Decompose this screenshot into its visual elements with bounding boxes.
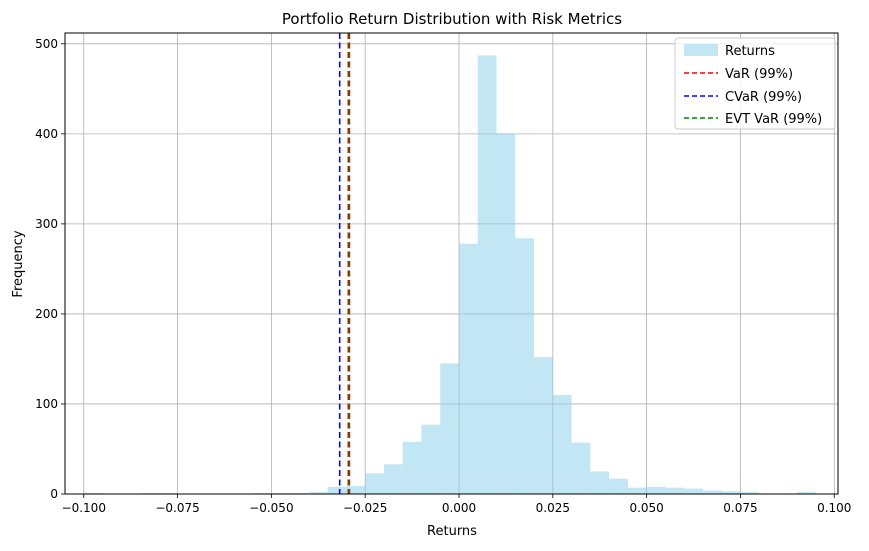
histogram-bar: [571, 442, 591, 494]
x-tick-label: 0.075: [723, 501, 757, 515]
x-axis-ticks: −0.100 −0.075 −0.050 −0.025 0.000 0.025 0.050 0…: [62, 494, 851, 515]
histogram-bar: [346, 485, 366, 494]
y-tick-label: 200: [35, 307, 58, 321]
histogram-bar: [684, 488, 703, 494]
legend: Returns VaR (99%) CVaR (99%) EVT VaR (99…: [674, 37, 836, 130]
histogram-bar: [702, 490, 722, 494]
histogram-bar: [609, 478, 628, 494]
histogram-bar: [327, 486, 347, 494]
histogram-bar: [365, 473, 384, 494]
x-axis-label: Returns: [427, 524, 477, 539]
histogram-bar: [440, 363, 460, 494]
y-tick-label: 300: [35, 217, 58, 231]
histogram-bar: [459, 243, 478, 494]
risk-lines: [338, 33, 351, 494]
histogram-bar: [496, 133, 516, 494]
histogram-bar: [627, 487, 647, 494]
histogram-bar: [796, 492, 816, 494]
histogram-bar: [308, 492, 328, 494]
x-tick-label: 0.025: [536, 501, 570, 515]
x-tick-label: −0.025: [343, 501, 387, 515]
chart-title: Portfolio Return Distribution with Risk …: [282, 10, 622, 28]
histogram-bars: [83, 55, 816, 494]
histogram-bar: [383, 464, 403, 494]
y-tick-label: 100: [35, 397, 58, 411]
y-tick-label: 400: [35, 127, 58, 141]
plot-frame: [64, 32, 839, 495]
histogram-bar: [534, 357, 553, 494]
histogram-bar: [552, 394, 572, 494]
y-tick-label: 500: [35, 37, 58, 51]
histogram-bar: [421, 424, 441, 494]
legend-swatch-returns: [684, 44, 718, 56]
legend-label-var: VaR (99%): [725, 67, 793, 82]
x-tick-label: −0.100: [62, 501, 106, 515]
histogram-bar: [646, 486, 666, 494]
x-tick-label: 0.100: [817, 501, 851, 515]
y-axis-label: Frequency: [11, 230, 26, 297]
histogram-bar: [590, 471, 610, 494]
x-tick-label: 0.000: [442, 501, 476, 515]
legend-label-cvar: CVaR (99%): [725, 90, 802, 105]
histogram-bar: [740, 492, 760, 494]
legend-label-returns: Returns: [725, 44, 775, 59]
x-tick-label: 0.050: [629, 501, 663, 515]
histogram-bar: [721, 491, 741, 494]
y-tick-label: 0: [50, 487, 58, 501]
y-axis-ticks: 0 100 200 300 400 500: [35, 37, 65, 501]
legend-box: [674, 37, 836, 130]
x-tick-label: −0.075: [155, 501, 199, 515]
x-tick-label: −0.050: [249, 501, 293, 515]
histogram-bar: [402, 441, 422, 494]
histogram-bar: [477, 55, 497, 494]
legend-label-evt-var: EVT VaR (99%): [725, 112, 822, 127]
histogram-bar: [515, 238, 535, 494]
histogram-bar: [665, 487, 685, 494]
